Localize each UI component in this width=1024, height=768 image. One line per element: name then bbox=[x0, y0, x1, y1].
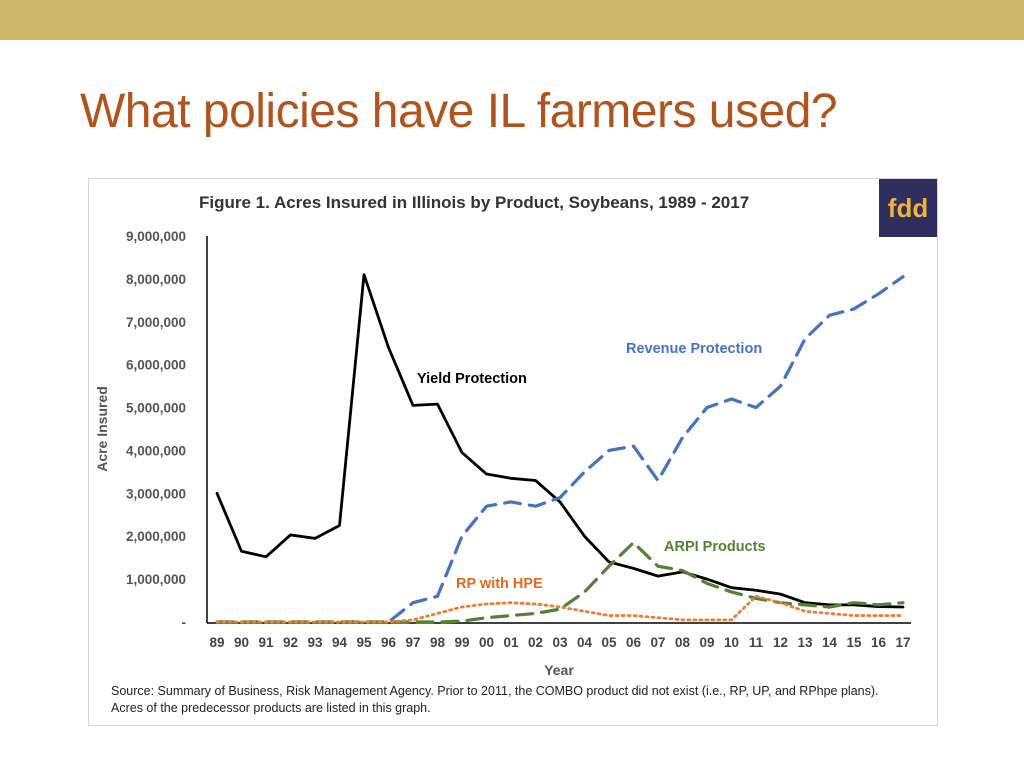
x-tick-label: 07 bbox=[650, 635, 665, 650]
figure-panel: Figure 1. Acres Insured in Illinois by P… bbox=[88, 178, 938, 726]
series-annotation: ARPI Products bbox=[664, 539, 766, 555]
series-line-rp-with-hpe bbox=[215, 594, 905, 624]
y-tick-label: 3,000,000 bbox=[126, 486, 186, 501]
line-chart: - 1,000,000 2,000,000 3,000,000 4,000,000 5,0… bbox=[94, 229, 911, 678]
x-tick-label: 10 bbox=[724, 635, 739, 650]
x-tick-label: 11 bbox=[749, 635, 764, 650]
x-tick-label: 93 bbox=[307, 635, 323, 650]
x-tick-label: 01 bbox=[503, 635, 519, 650]
x-tick-label: 04 bbox=[577, 635, 593, 650]
x-axis-label: Year bbox=[544, 662, 574, 678]
series-line-yield-protection bbox=[215, 273, 905, 609]
x-tick-label: 15 bbox=[846, 635, 862, 650]
x-tick-label: 05 bbox=[601, 635, 617, 650]
y-tick-label: 5,000,000 bbox=[126, 401, 186, 416]
x-tick-label: 00 bbox=[479, 635, 494, 650]
x-tick-label: 06 bbox=[626, 635, 642, 650]
x-tick-label: 03 bbox=[552, 635, 568, 650]
x-tick-label: 89 bbox=[209, 635, 224, 650]
x-tick-label: 13 bbox=[797, 635, 813, 650]
x-tick-label: 97 bbox=[405, 635, 420, 650]
y-tick-label: 2,000,000 bbox=[126, 529, 186, 544]
top-accent-bar bbox=[0, 0, 1024, 40]
y-tick-label: 9,000,000 bbox=[126, 229, 186, 244]
slide-title: What policies have IL farmers used? bbox=[80, 85, 838, 138]
x-tick-label: 90 bbox=[234, 635, 249, 650]
y-tick-label: 6,000,000 bbox=[126, 358, 186, 373]
y-tick-label: 7,000,000 bbox=[126, 315, 186, 330]
fdd-logo: fdd bbox=[879, 179, 937, 237]
series-line-revenue-protection bbox=[215, 275, 905, 624]
x-tick-label: 96 bbox=[381, 635, 397, 650]
x-tick-label: 08 bbox=[675, 635, 691, 650]
x-tick-label: 14 bbox=[822, 635, 838, 650]
source-note: Source: Summary of Business, Risk Manage… bbox=[111, 684, 879, 715]
y-tick-label: - bbox=[182, 615, 187, 630]
y-tick-label: 1,000,000 bbox=[126, 572, 186, 587]
x-tick-label: 17 bbox=[895, 635, 910, 650]
x-tick-label: 98 bbox=[430, 635, 446, 650]
x-tick-label: 99 bbox=[454, 635, 469, 650]
x-tick-label: 16 bbox=[871, 635, 887, 650]
y-tick-label: 4,000,000 bbox=[126, 443, 186, 458]
series-annotation: Yield Protection bbox=[417, 371, 527, 387]
x-tick-label: 02 bbox=[528, 635, 543, 650]
chart-title: Figure 1. Acres Insured in Illinois by P… bbox=[199, 193, 750, 212]
series-annotation: RP with HPE bbox=[456, 576, 543, 592]
y-axis-label: Acre Insured bbox=[94, 386, 110, 472]
x-tick-label: 92 bbox=[283, 635, 298, 650]
x-tick-label: 12 bbox=[773, 635, 788, 650]
y-tick-label: 8,000,000 bbox=[126, 272, 186, 287]
x-tick-label: 91 bbox=[258, 635, 274, 650]
x-tick-label: 09 bbox=[699, 635, 714, 650]
x-tick-label: 94 bbox=[332, 635, 348, 650]
series-line-arpi-products bbox=[215, 541, 905, 624]
x-tick-label: 95 bbox=[356, 635, 372, 650]
series-annotation: Revenue Protection bbox=[626, 341, 762, 357]
